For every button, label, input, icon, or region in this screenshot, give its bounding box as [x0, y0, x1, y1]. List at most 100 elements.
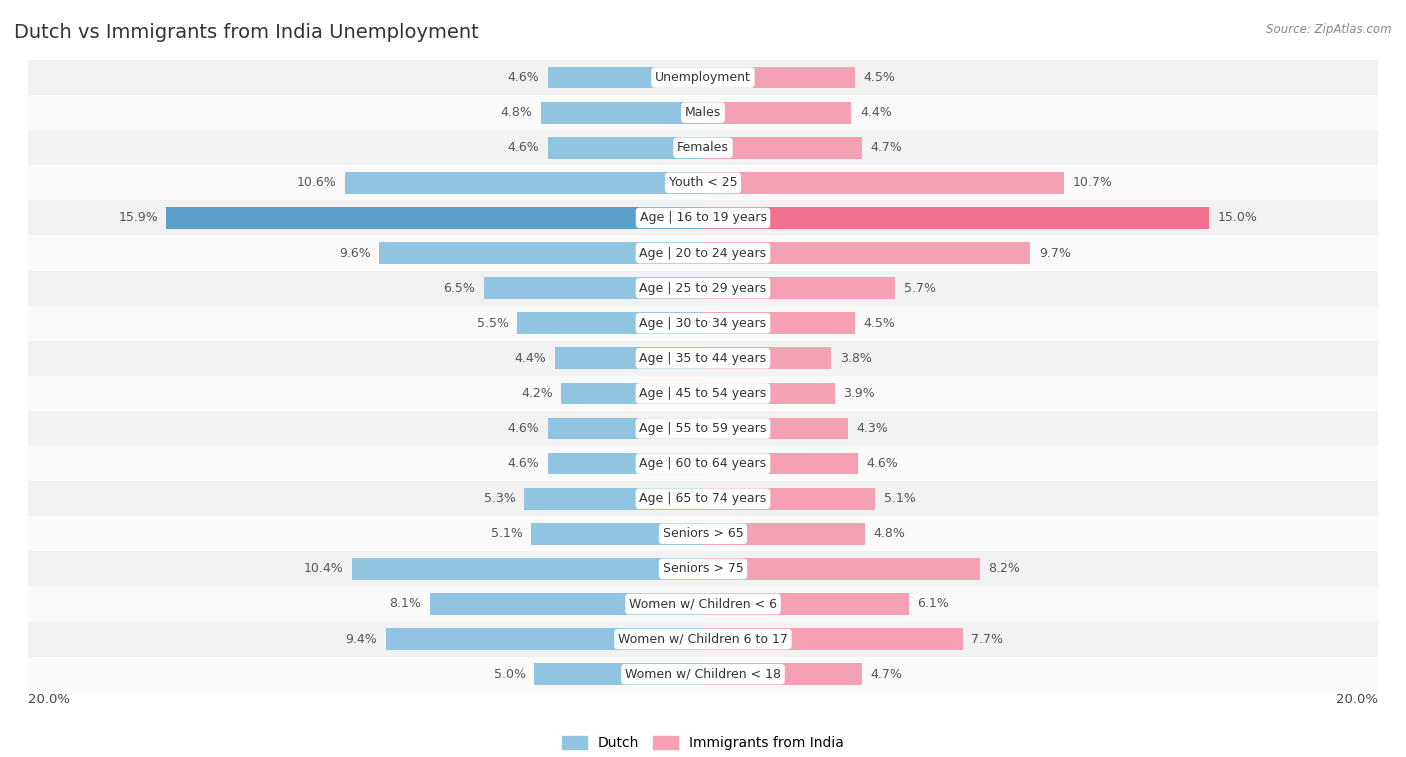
Text: Females: Females [678, 142, 728, 154]
Bar [28, 376, 1378, 411]
Text: 4.4%: 4.4% [860, 106, 891, 119]
Bar [703, 523, 865, 545]
Text: Source: ZipAtlas.com: Source: ZipAtlas.com [1267, 23, 1392, 36]
Text: 9.7%: 9.7% [1039, 247, 1070, 260]
Bar [703, 488, 875, 509]
Bar [28, 587, 1378, 621]
Bar [28, 130, 1378, 165]
Text: 5.0%: 5.0% [494, 668, 526, 681]
Text: Age | 30 to 34 years: Age | 30 to 34 years [640, 316, 766, 330]
Bar [28, 551, 1378, 587]
Text: 20.0%: 20.0% [1336, 693, 1378, 706]
Bar [484, 277, 703, 299]
Bar [28, 656, 1378, 692]
Bar [352, 558, 703, 580]
Bar [703, 313, 855, 334]
Text: 4.8%: 4.8% [873, 528, 905, 540]
Bar [534, 663, 703, 685]
Bar [28, 516, 1378, 551]
Bar [703, 101, 852, 123]
Bar [703, 593, 908, 615]
Bar [548, 418, 703, 439]
Text: 4.2%: 4.2% [522, 387, 553, 400]
Text: Women w/ Children < 18: Women w/ Children < 18 [626, 668, 780, 681]
Text: 8.1%: 8.1% [389, 597, 422, 610]
Text: 4.7%: 4.7% [870, 668, 901, 681]
Text: 5.1%: 5.1% [883, 492, 915, 505]
Bar [548, 137, 703, 159]
Text: Males: Males [685, 106, 721, 119]
Bar [346, 172, 703, 194]
Bar [28, 411, 1378, 446]
Text: Age | 20 to 24 years: Age | 20 to 24 years [640, 247, 766, 260]
Text: 4.6%: 4.6% [508, 422, 540, 435]
Text: 4.8%: 4.8% [501, 106, 533, 119]
Text: 7.7%: 7.7% [972, 633, 1004, 646]
Text: Age | 65 to 74 years: Age | 65 to 74 years [640, 492, 766, 505]
Bar [28, 341, 1378, 376]
Bar [430, 593, 703, 615]
Bar [703, 453, 858, 475]
Text: Women w/ Children 6 to 17: Women w/ Children 6 to 17 [619, 633, 787, 646]
Text: 5.3%: 5.3% [484, 492, 516, 505]
Bar [28, 60, 1378, 95]
Bar [517, 313, 703, 334]
Text: 4.6%: 4.6% [866, 457, 898, 470]
Bar [554, 347, 703, 369]
Text: 15.9%: 15.9% [118, 211, 157, 224]
Text: Age | 25 to 29 years: Age | 25 to 29 years [640, 282, 766, 294]
Text: 8.2%: 8.2% [988, 562, 1019, 575]
Text: 9.4%: 9.4% [346, 633, 377, 646]
Bar [28, 306, 1378, 341]
Text: 4.5%: 4.5% [863, 71, 896, 84]
Bar [28, 446, 1378, 481]
Bar [703, 172, 1064, 194]
Text: 5.5%: 5.5% [477, 316, 509, 330]
Bar [703, 137, 862, 159]
Bar [703, 558, 980, 580]
Text: 3.9%: 3.9% [844, 387, 875, 400]
Text: 20.0%: 20.0% [28, 693, 70, 706]
Text: 4.4%: 4.4% [515, 352, 546, 365]
Text: 5.1%: 5.1% [491, 528, 523, 540]
Text: Dutch vs Immigrants from India Unemployment: Dutch vs Immigrants from India Unemploym… [14, 23, 479, 42]
Text: Women w/ Children < 6: Women w/ Children < 6 [628, 597, 778, 610]
Bar [561, 382, 703, 404]
Bar [703, 663, 862, 685]
Bar [548, 67, 703, 89]
Text: Unemployment: Unemployment [655, 71, 751, 84]
Bar [28, 235, 1378, 270]
Text: 4.6%: 4.6% [508, 457, 540, 470]
Text: Age | 16 to 19 years: Age | 16 to 19 years [640, 211, 766, 224]
Text: Age | 35 to 44 years: Age | 35 to 44 years [640, 352, 766, 365]
Text: Age | 55 to 59 years: Age | 55 to 59 years [640, 422, 766, 435]
Text: 4.6%: 4.6% [508, 71, 540, 84]
Bar [703, 347, 831, 369]
Text: Youth < 25: Youth < 25 [669, 176, 737, 189]
Text: 3.8%: 3.8% [839, 352, 872, 365]
Text: 4.7%: 4.7% [870, 142, 901, 154]
Text: 10.6%: 10.6% [297, 176, 337, 189]
Text: 10.4%: 10.4% [304, 562, 343, 575]
Text: 5.7%: 5.7% [904, 282, 936, 294]
Bar [703, 277, 896, 299]
Text: Age | 45 to 54 years: Age | 45 to 54 years [640, 387, 766, 400]
Bar [28, 481, 1378, 516]
Bar [28, 621, 1378, 656]
Bar [385, 628, 703, 650]
Text: 6.1%: 6.1% [917, 597, 949, 610]
Bar [380, 242, 703, 264]
Bar [28, 270, 1378, 306]
Bar [703, 67, 855, 89]
Text: 10.7%: 10.7% [1073, 176, 1112, 189]
Bar [28, 95, 1378, 130]
Text: 4.3%: 4.3% [856, 422, 889, 435]
Bar [703, 628, 963, 650]
Legend: Dutch, Immigrants from India: Dutch, Immigrants from India [557, 731, 849, 755]
Bar [28, 201, 1378, 235]
Bar [166, 207, 703, 229]
Text: Age | 60 to 64 years: Age | 60 to 64 years [640, 457, 766, 470]
Bar [703, 382, 835, 404]
Bar [703, 242, 1031, 264]
Bar [524, 488, 703, 509]
